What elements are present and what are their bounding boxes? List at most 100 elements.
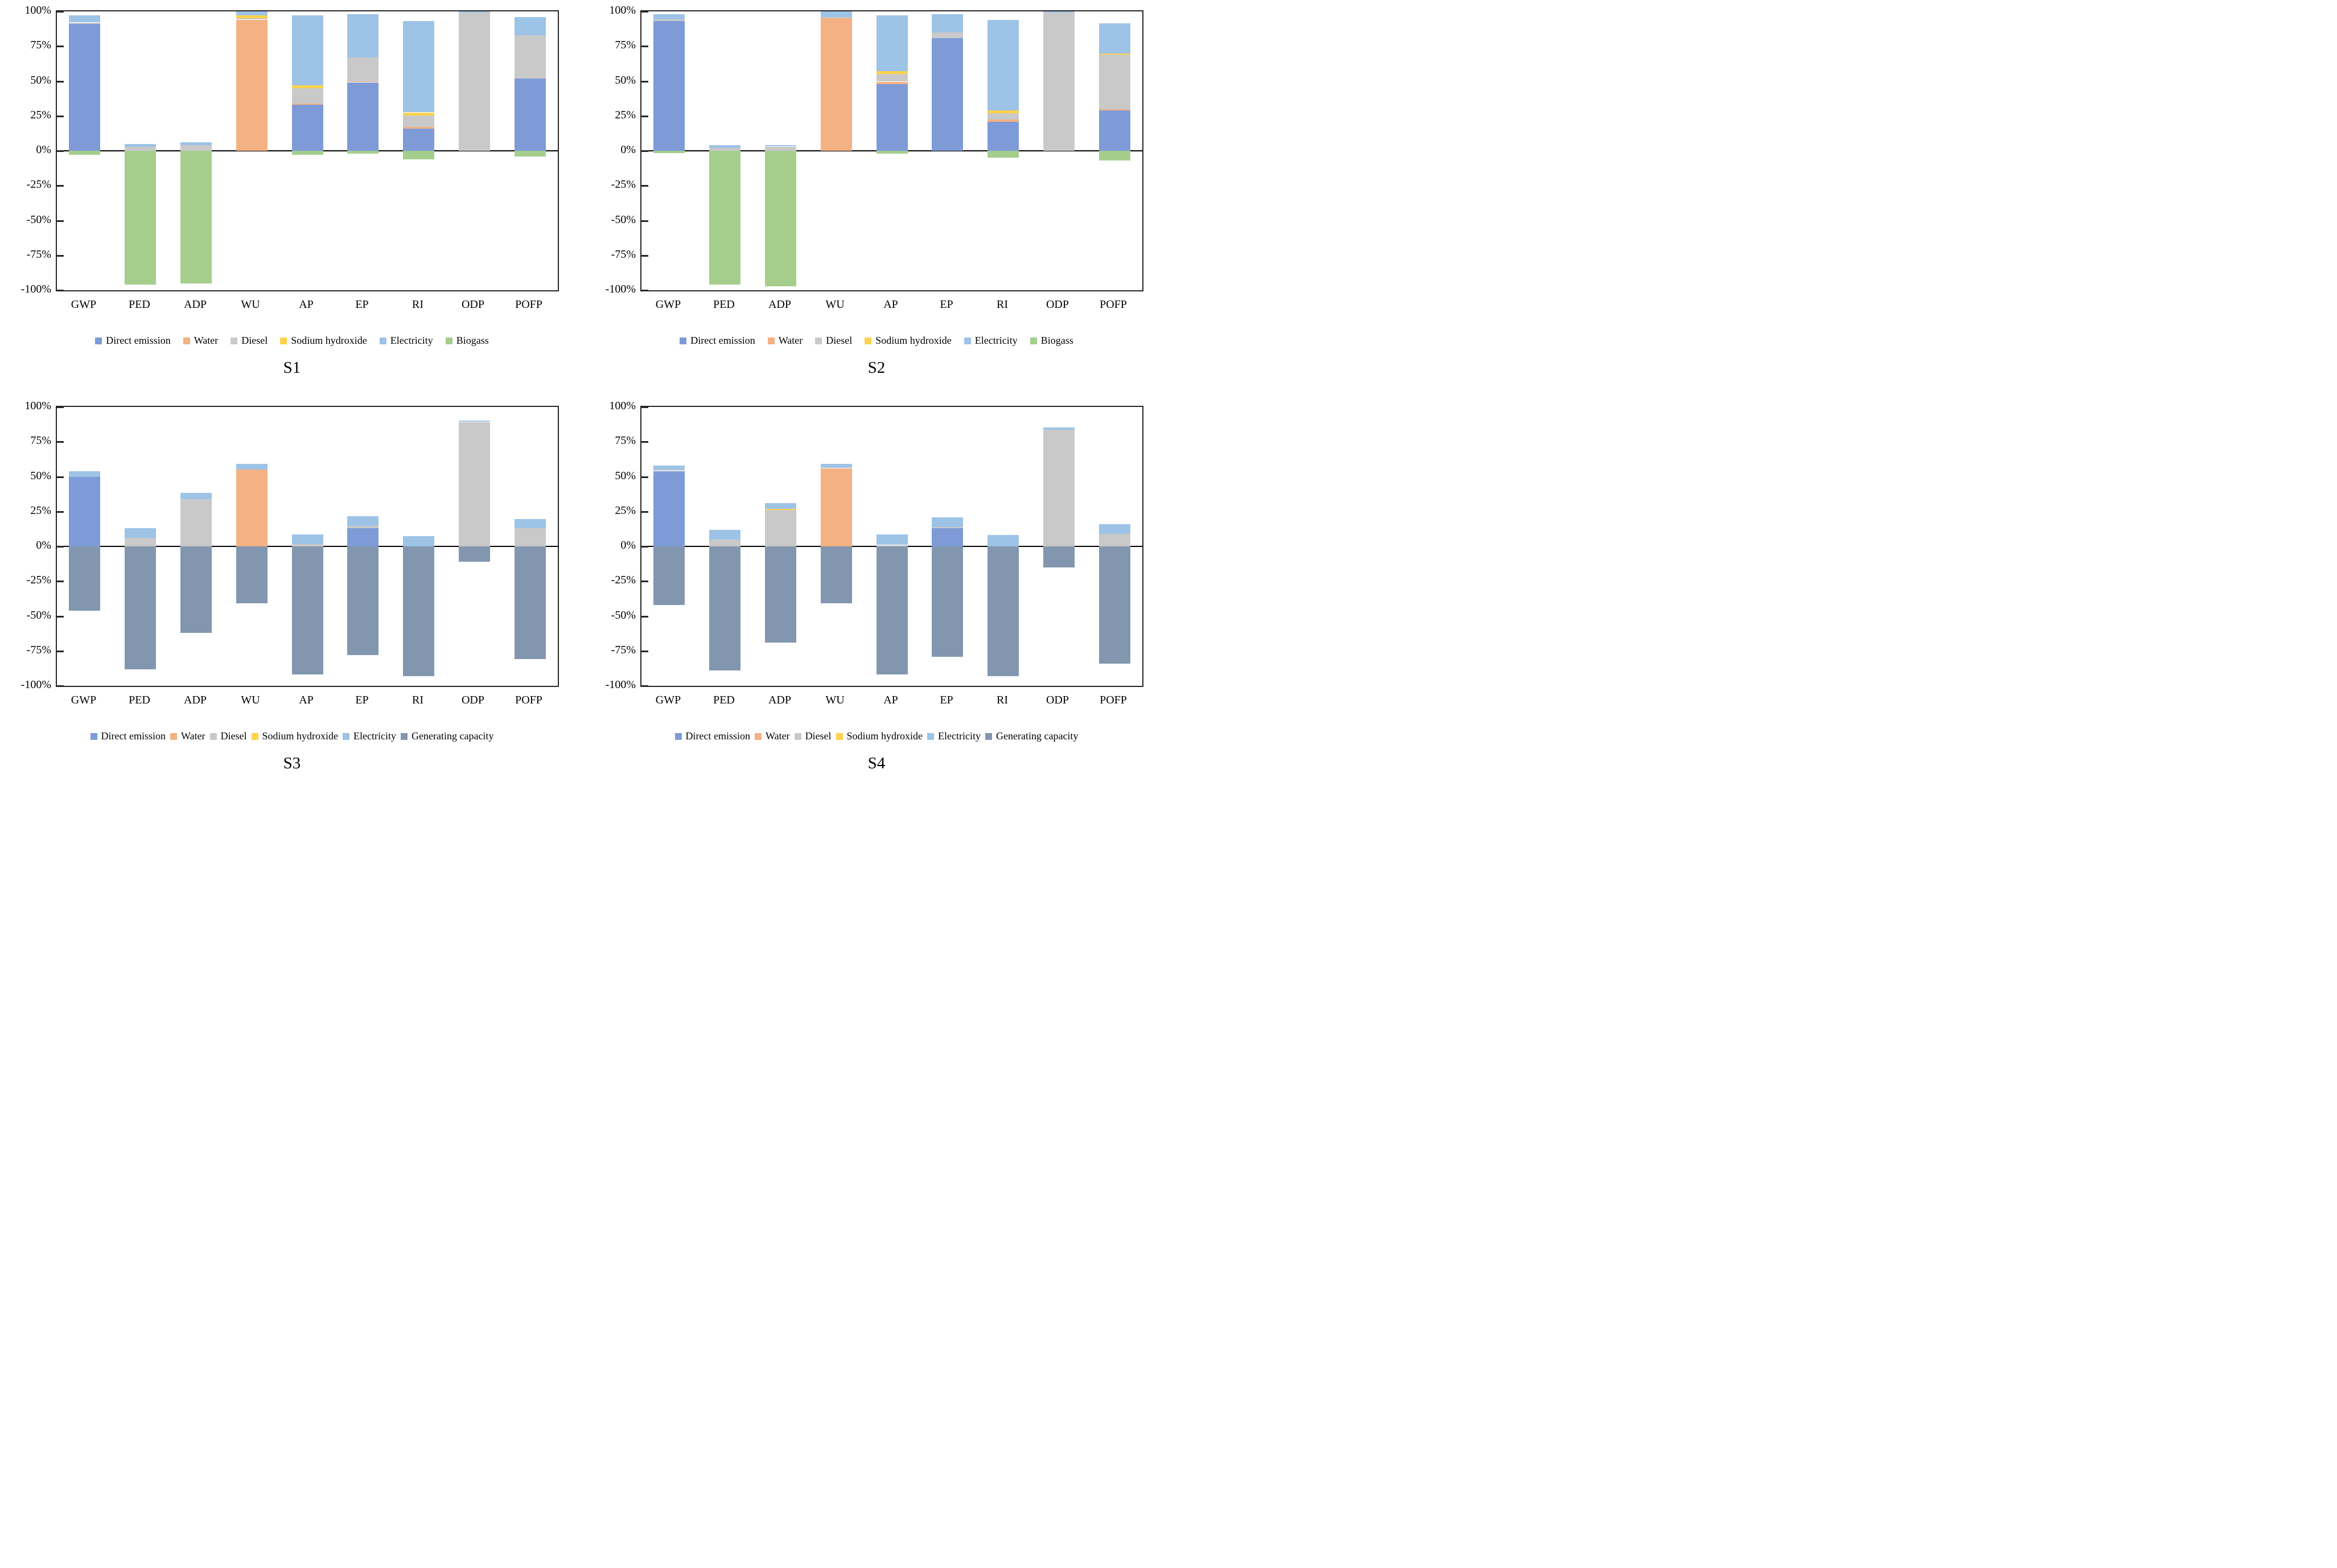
bar-segment bbox=[988, 546, 1019, 676]
bar-segment bbox=[403, 151, 434, 159]
legend-color-swatch bbox=[231, 337, 238, 344]
bar-segment bbox=[821, 464, 852, 468]
bar-segment bbox=[1043, 11, 1075, 13]
legend-item: Diesel bbox=[231, 335, 268, 347]
y-axis-tick-mark bbox=[57, 406, 64, 408]
bar-segment bbox=[932, 38, 963, 151]
legend-item: Biogass bbox=[445, 335, 489, 347]
bar-segment bbox=[932, 527, 963, 528]
legend-color-swatch bbox=[794, 732, 801, 740]
y-axis-tick-mark bbox=[57, 546, 64, 548]
x-axis-category-label: GWP bbox=[655, 298, 681, 311]
x-axis-category-label: AP bbox=[883, 298, 898, 311]
y-axis-tick-label: -75% bbox=[611, 248, 636, 261]
bar-segment bbox=[1099, 151, 1130, 160]
plot-area bbox=[56, 10, 559, 291]
x-axis-category-label: EP bbox=[940, 298, 953, 311]
bar-segment bbox=[765, 510, 796, 546]
y-axis-tick-label: 100% bbox=[24, 4, 51, 17]
y-axis-tick-mark bbox=[641, 46, 648, 47]
bar-segment bbox=[403, 126, 434, 129]
y-axis-tick-mark bbox=[641, 685, 648, 687]
y-axis-tick-label: 0% bbox=[620, 143, 636, 156]
legend-color-swatch bbox=[183, 337, 190, 344]
bar-segment bbox=[1099, 110, 1130, 151]
bar-segment bbox=[765, 145, 796, 146]
bar-segment bbox=[515, 151, 546, 157]
x-axis-category-label: EP bbox=[355, 694, 369, 706]
bar-segment bbox=[180, 493, 212, 499]
x-axis-category-label: PED bbox=[713, 694, 735, 706]
x-axis-category-label: ODP bbox=[461, 298, 484, 311]
bar-segment bbox=[988, 110, 1019, 113]
x-axis-category-label: POFP bbox=[1100, 298, 1127, 311]
bar-segment bbox=[515, 79, 546, 151]
bar-segment bbox=[347, 57, 378, 81]
legend-color-swatch bbox=[95, 337, 102, 344]
y-axis-tick-label: 0% bbox=[620, 539, 636, 552]
y-axis-tick-label: -50% bbox=[611, 213, 636, 226]
bar-segment bbox=[709, 151, 740, 285]
bar-segment bbox=[709, 530, 740, 540]
bar-segment bbox=[765, 503, 796, 509]
bar-segment bbox=[877, 15, 908, 71]
bar-segment bbox=[347, 516, 378, 526]
legend-color-swatch bbox=[280, 337, 287, 344]
bar-segment bbox=[459, 13, 490, 151]
legend-item: Water bbox=[183, 335, 218, 347]
legend-label: Water bbox=[766, 730, 790, 742]
y-axis-tick-label: 75% bbox=[615, 434, 636, 447]
bar-segment bbox=[932, 517, 963, 527]
bar-segment bbox=[236, 20, 268, 151]
bar-segment bbox=[69, 151, 100, 155]
bar-segment bbox=[932, 14, 963, 32]
y-axis-tick-label: -25% bbox=[26, 178, 51, 191]
legend-item: Generating capacity bbox=[985, 730, 1078, 742]
bar-segment bbox=[932, 546, 963, 657]
x-axis-category-label: ADP bbox=[768, 694, 791, 706]
y-axis-tick-label: -75% bbox=[26, 644, 51, 656]
plot-area bbox=[56, 406, 559, 687]
bar-segment bbox=[653, 14, 685, 19]
chart-panel-s1: S1 100% 75% 50% 25% 0% -25% -50% -75% -100% GWP PE… bbox=[0, 0, 584, 392]
bar-segment bbox=[236, 15, 268, 18]
bar-segment bbox=[180, 142, 212, 145]
x-axis-category-label: EP bbox=[355, 298, 369, 311]
bar-segment bbox=[180, 145, 212, 151]
panel-title: S3 bbox=[283, 754, 301, 772]
y-axis-tick-mark bbox=[641, 476, 648, 478]
y-axis-tick-mark bbox=[641, 581, 648, 582]
y-axis-tick-label: 50% bbox=[615, 74, 636, 87]
legend-color-swatch bbox=[209, 732, 217, 740]
bar-segment bbox=[877, 534, 908, 545]
y-axis-tick-mark bbox=[641, 511, 648, 513]
bar-segment bbox=[292, 544, 323, 546]
bar-segment bbox=[69, 24, 100, 151]
legend-color-swatch bbox=[90, 732, 97, 740]
y-axis-tick-mark bbox=[641, 441, 648, 443]
y-axis-tick-label: 50% bbox=[30, 74, 51, 87]
bar-segment bbox=[236, 18, 268, 19]
y-axis-tick-mark bbox=[57, 616, 64, 618]
bar-segment bbox=[180, 151, 212, 283]
legend: Direct emission Water Diesel Sodium hydroxi… bbox=[585, 730, 1168, 742]
y-axis-tick-mark bbox=[641, 220, 648, 222]
y-axis-tick-label: -50% bbox=[26, 609, 51, 622]
x-axis-category-label: RI bbox=[997, 694, 1008, 706]
legend-label: Diesel bbox=[826, 335, 853, 346]
legend-color-swatch bbox=[680, 337, 687, 344]
legend-color-swatch bbox=[1030, 337, 1037, 344]
bar-segment bbox=[403, 116, 434, 127]
bar-segment bbox=[125, 151, 156, 285]
legend-item: Water bbox=[767, 335, 803, 347]
x-axis-category-label: RI bbox=[997, 298, 1008, 311]
legend-label: Sodium hydroxide bbox=[875, 335, 952, 346]
x-axis-category-label: WU bbox=[825, 298, 845, 311]
legend-color-swatch bbox=[343, 732, 350, 740]
bar-segment bbox=[877, 545, 908, 546]
bar-segment bbox=[709, 546, 740, 670]
y-axis-tick-mark bbox=[641, 185, 648, 187]
y-axis-tick-label: -75% bbox=[26, 248, 51, 261]
bar-segment bbox=[877, 74, 908, 81]
x-axis-category-label: RI bbox=[412, 694, 423, 706]
